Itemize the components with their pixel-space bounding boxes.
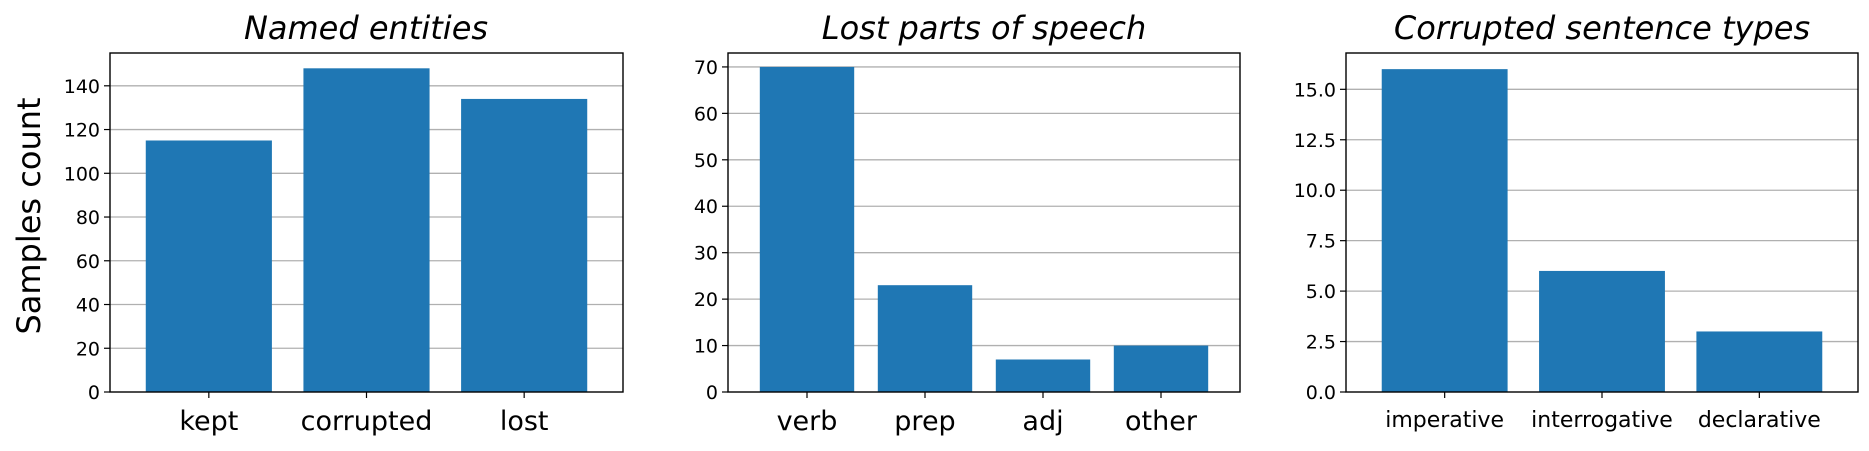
bar (1696, 331, 1823, 392)
chart-title: Lost parts of speech (822, 9, 1147, 47)
x-tick-label: declarative (1698, 408, 1821, 433)
axes-frame (727, 52, 1241, 393)
y-tick-label: 0.0 (1306, 382, 1336, 404)
axes-frame (109, 52, 624, 393)
x-tick-label: imperative (1385, 408, 1504, 433)
bar (877, 285, 973, 392)
y-tick-label: 20 (76, 338, 100, 360)
panel-corrupted-sentence-types: Corrupted sentence types 0.0 2.5 5.0 7.5 10.… (1294, 9, 1859, 433)
y-tick-label: 15.0 (1294, 79, 1336, 101)
y-tick-label: 100 (64, 163, 100, 185)
y-tick-label: 10.0 (1294, 180, 1336, 202)
bar (1113, 345, 1209, 392)
y-tick-label: 70 (694, 57, 718, 79)
chart-title: Named entities (244, 9, 488, 47)
x-tick-label: interrogative (1531, 408, 1673, 433)
x-tick-label: kept (179, 406, 238, 437)
bar (303, 68, 430, 392)
y-tick-label: 140 (64, 76, 100, 98)
x-tick-label: verb (777, 406, 838, 437)
x-tick-label: adj (1022, 406, 1063, 437)
panel-lost-parts-of-speech: Lost parts of speech 0 10 20 30 40 50 60 70 verb… (694, 9, 1241, 437)
panel-named-entities: Named entities Samples count 0 20 40 60 80 10… (10, 9, 624, 437)
y-tick-label: 40 (694, 196, 718, 218)
y-tick-label: 7.5 (1306, 231, 1336, 253)
y-tick-label: 5.0 (1306, 281, 1336, 303)
y-tick-label: 60 (694, 103, 718, 125)
y-tick-label: 50 (694, 150, 718, 172)
y-tick-label: 120 (64, 120, 100, 142)
y-tick-label: 20 (694, 289, 718, 311)
bar (461, 98, 588, 393)
bar (995, 359, 1091, 392)
y-tick-label: 0 (706, 382, 718, 404)
y-tick-label: 30 (694, 243, 718, 265)
y-axis-label: Samples count (10, 97, 48, 334)
y-tick-label: 60 (76, 251, 100, 273)
chart-title: Corrupted sentence types (1394, 9, 1810, 47)
y-tick-label: 80 (76, 207, 100, 229)
y-tick-label: 0 (88, 382, 100, 404)
axes-frame (1345, 52, 1859, 393)
x-tick-label: prep (894, 406, 955, 437)
bar (1539, 270, 1665, 392)
x-tick-label: other (1125, 406, 1198, 437)
y-tick-label: 12.5 (1294, 130, 1336, 152)
x-tick-label: corrupted (301, 406, 433, 437)
bar (1381, 69, 1508, 393)
bar (145, 140, 272, 392)
bar (759, 66, 855, 392)
y-tick-label: 10 (694, 336, 718, 358)
y-tick-label: 2.5 (1306, 332, 1336, 354)
y-tick-label: 40 (76, 295, 100, 317)
x-tick-label: lost (500, 406, 549, 437)
